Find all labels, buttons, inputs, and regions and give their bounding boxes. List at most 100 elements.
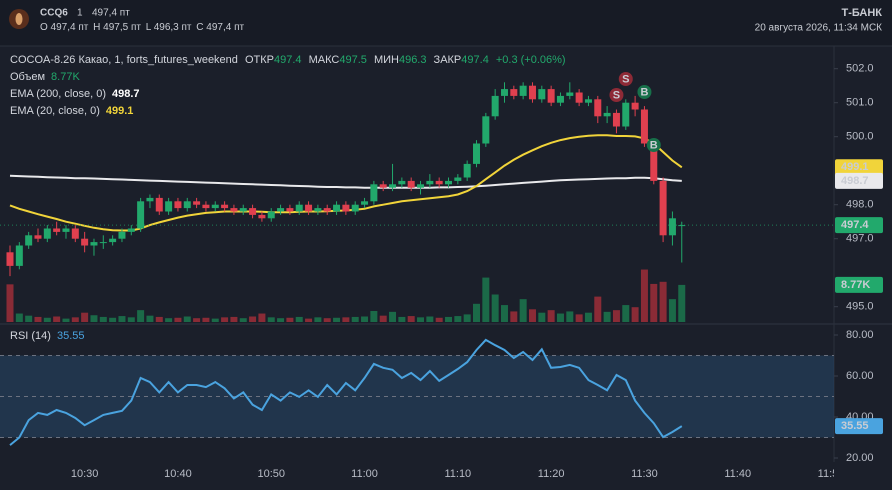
volume-bar xyxy=(473,303,480,322)
candle-body xyxy=(389,184,397,188)
open-label: ОТКР xyxy=(245,54,274,66)
volume-bar xyxy=(351,316,359,322)
y-tick-label: 502.0 xyxy=(846,63,874,75)
candle-body xyxy=(155,197,163,212)
volume-bar xyxy=(463,314,471,322)
candle-body xyxy=(99,242,107,244)
y-tick-label: 20.00 xyxy=(846,452,874,464)
x-tick-label: 11:10 xyxy=(444,468,471,480)
candle-body xyxy=(25,235,33,246)
volume-bar xyxy=(6,284,14,322)
signal-marker[interactable] xyxy=(646,138,661,152)
volume-bar xyxy=(426,316,434,322)
volume-bar xyxy=(407,316,415,322)
low-value: 496.3 xyxy=(399,54,427,66)
candle-body xyxy=(109,238,117,243)
volume-bar xyxy=(249,316,257,322)
candle-body xyxy=(361,201,369,205)
interval: 1 xyxy=(77,8,83,19)
candle-body xyxy=(379,184,387,188)
candle-body xyxy=(519,85,527,96)
volume-bar xyxy=(668,299,676,322)
candle-body xyxy=(491,95,499,117)
candle-body xyxy=(510,89,518,96)
volume-bar xyxy=(305,318,313,322)
signal-marker[interactable] xyxy=(609,88,624,102)
ohlc-low: L 496,3 пт xyxy=(146,22,192,33)
signal-marker[interactable] xyxy=(637,85,652,99)
volume-bar xyxy=(622,305,630,322)
price-tag: 497.4 xyxy=(841,219,869,231)
ohlc: O 497,4 пт H 497,5 пт L 496,3 пт C 497,4… xyxy=(40,22,245,33)
ema200-value: 498.7 xyxy=(112,88,140,100)
volume-bar xyxy=(211,318,219,322)
candle-body xyxy=(137,201,145,229)
rsi-tag-bg xyxy=(835,418,883,435)
candle-body xyxy=(547,89,555,103)
volume-bar xyxy=(482,277,490,322)
rsi-value: 35.55 xyxy=(57,330,85,342)
candle-body xyxy=(463,163,471,178)
candle-body xyxy=(473,143,480,164)
volume-bar xyxy=(137,310,145,322)
candle-body xyxy=(575,92,583,103)
line-series xyxy=(9,134,683,232)
candle-body xyxy=(556,95,564,103)
candle-body xyxy=(230,208,238,212)
candle-body xyxy=(612,112,620,127)
rsi-name: RSI (14) xyxy=(10,330,51,342)
candle-body xyxy=(668,218,676,236)
candle-body xyxy=(43,228,51,239)
signal-marker[interactable] xyxy=(618,72,633,86)
y-tick-label: 497.0 xyxy=(846,233,874,245)
volume-bar xyxy=(53,316,61,322)
volume-bar xyxy=(109,317,117,322)
y-tick-label: 501.0 xyxy=(846,97,874,109)
candle-body xyxy=(183,201,191,209)
candle-body xyxy=(323,208,331,212)
volume-bar xyxy=(389,311,397,322)
candle-body xyxy=(342,204,350,212)
volume-bar xyxy=(230,316,238,322)
volume-bar xyxy=(547,310,555,322)
volume-bar xyxy=(267,317,275,322)
candle-body xyxy=(407,180,415,188)
x-tick-label: 10:40 xyxy=(164,468,192,480)
low-label: МИН xyxy=(374,54,399,66)
ticker[interactable]: CCQ6 xyxy=(40,8,68,19)
x-tick-label: 11:00 xyxy=(351,468,378,480)
x-tick-label: 11:20 xyxy=(538,468,565,480)
candle-body xyxy=(34,235,42,239)
candle-body xyxy=(286,208,294,212)
volume-bar xyxy=(193,318,201,322)
volume-bar xyxy=(34,316,42,322)
candle-body xyxy=(174,201,182,209)
ema20-tag: 499.1 xyxy=(841,161,869,173)
change: +0.3 (+0.06%) xyxy=(496,54,566,66)
close-value: 497.4 xyxy=(461,54,489,66)
volume-value: 8.77K xyxy=(51,71,80,83)
candle-body xyxy=(15,245,23,266)
candle-body xyxy=(566,92,574,96)
volume-bar xyxy=(556,313,564,322)
candle-body xyxy=(258,214,266,219)
datetime: 20 августа 2026, 11:34 МСК xyxy=(755,23,883,34)
ema20-name: EMA (20, close, 0) xyxy=(10,105,100,117)
x-tick-label: 11:50 xyxy=(818,468,845,480)
volume-bar xyxy=(566,311,574,322)
volume-bar xyxy=(659,281,667,322)
candle-body xyxy=(165,201,173,212)
volume-bar xyxy=(99,316,107,322)
volume-bar xyxy=(342,317,350,322)
candle-body xyxy=(267,211,275,219)
volume-bar xyxy=(491,294,499,322)
line-series xyxy=(9,174,682,189)
candle-body xyxy=(146,197,154,202)
volume-bar xyxy=(202,317,210,322)
ema20-legend: EMA (20, close, 0) 499.1 xyxy=(10,105,133,117)
candle-body xyxy=(202,204,210,209)
x-tick-label: 10:30 xyxy=(71,468,99,480)
volume-bar xyxy=(500,305,508,322)
